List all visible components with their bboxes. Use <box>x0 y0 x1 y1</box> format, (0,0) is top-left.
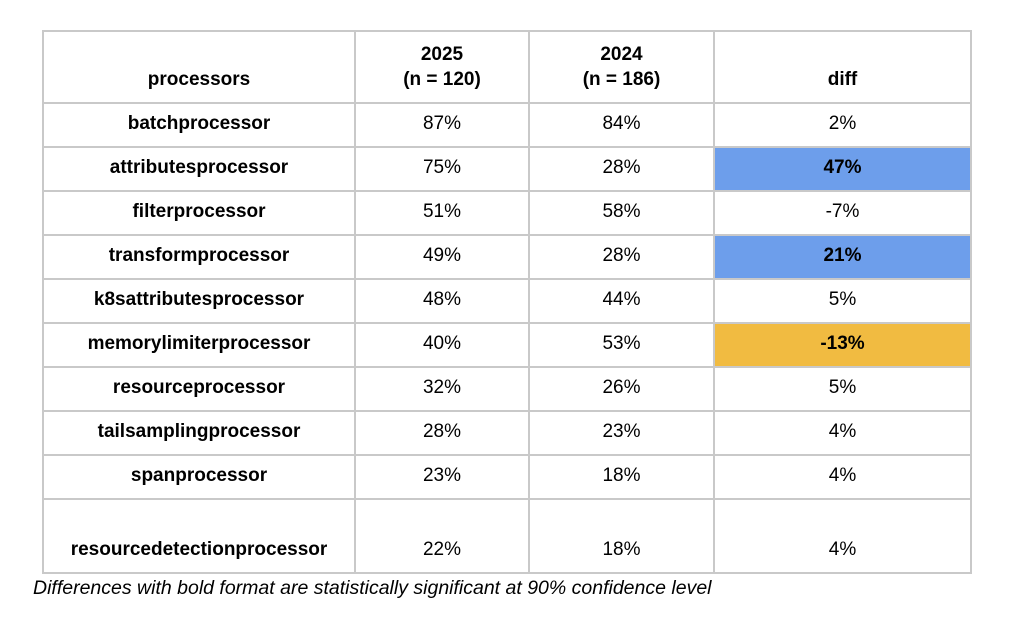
table-row: memorylimiterprocessor 40% 53% -13% <box>42 322 972 368</box>
table-row: filterprocessor 51% 58% -7% <box>42 190 972 236</box>
processor-name: attributesprocessor <box>42 146 356 192</box>
processor-name: spanprocessor <box>42 454 356 500</box>
value-2024: 58% <box>528 190 715 236</box>
value-2025: 32% <box>354 366 530 412</box>
value-2024: 28% <box>528 234 715 280</box>
value-2025: 51% <box>354 190 530 236</box>
value-2024: 28% <box>528 146 715 192</box>
column-header-diff: diff <box>713 30 972 104</box>
header-row: processors 2025 (n = 120) 2024 (n = 186)… <box>42 30 972 104</box>
value-diff-significant: -13% <box>713 322 972 368</box>
table-row: batchprocessor 87% 84% 2% <box>42 102 972 148</box>
value-2024: 18% <box>528 498 715 574</box>
value-2025: 40% <box>354 322 530 368</box>
column-header-2024: 2024 (n = 186) <box>528 30 715 104</box>
value-diff: 2% <box>713 102 972 148</box>
value-2025: 23% <box>354 454 530 500</box>
column-header-processors: processors <box>42 30 356 104</box>
value-diff: -7% <box>713 190 972 236</box>
table-row: resourceprocessor 32% 26% 5% <box>42 366 972 412</box>
header-2024-year: 2024 <box>600 43 643 65</box>
processor-name: k8sattributesprocessor <box>42 278 356 324</box>
table-row: attributesprocessor 75% 28% 47% <box>42 146 972 192</box>
value-2024: 53% <box>528 322 715 368</box>
table-header: processors 2025 (n = 120) 2024 (n = 186)… <box>42 30 972 104</box>
value-2025: 49% <box>354 234 530 280</box>
value-diff: 5% <box>713 366 972 412</box>
processor-name: batchprocessor <box>42 102 356 148</box>
value-2025: 75% <box>354 146 530 192</box>
header-2025-year: 2025 <box>420 43 464 65</box>
value-2024: 18% <box>528 454 715 500</box>
processors-usage-table: processors 2025 (n = 120) 2024 (n = 186)… <box>42 30 972 574</box>
table-row: spanprocessor 23% 18% 4% <box>42 454 972 500</box>
value-diff-significant: 47% <box>713 146 972 192</box>
value-2025: 48% <box>354 278 530 324</box>
table-row: transformprocessor 49% 28% 21% <box>42 234 972 280</box>
value-diff-significant: 21% <box>713 234 972 280</box>
table-row: tailsamplingprocessor 28% 23% 4% <box>42 410 972 456</box>
processor-name: filterprocessor <box>42 190 356 236</box>
value-2025: 22% <box>354 498 530 574</box>
processor-name: memorylimiterprocessor <box>42 322 356 368</box>
significance-footnote: Differences with bold format are statist… <box>33 577 712 599</box>
value-2025: 87% <box>354 102 530 148</box>
value-2024: 44% <box>528 278 715 324</box>
value-2024: 84% <box>528 102 715 148</box>
processor-name: resourceprocessor <box>42 366 356 412</box>
value-2025: 28% <box>354 410 530 456</box>
value-diff: 4% <box>713 498 972 574</box>
header-2024-sample-size: (n = 186) <box>582 69 661 91</box>
processor-name: resourcedetectionprocessor <box>42 498 356 574</box>
value-diff: 4% <box>713 454 972 500</box>
value-diff: 5% <box>713 278 972 324</box>
processor-name: transformprocessor <box>42 234 356 280</box>
value-2024: 26% <box>528 366 715 412</box>
value-diff: 4% <box>713 410 972 456</box>
header-2025-sample-size: (n = 120) <box>403 69 481 91</box>
column-header-2025: 2025 (n = 120) <box>354 30 530 104</box>
table-row: k8sattributesprocessor 48% 44% 5% <box>42 278 972 324</box>
table-row: resourcedetectionprocessor 22% 18% 4% <box>42 498 972 574</box>
value-2024: 23% <box>528 410 715 456</box>
processor-name: tailsamplingprocessor <box>42 410 356 456</box>
